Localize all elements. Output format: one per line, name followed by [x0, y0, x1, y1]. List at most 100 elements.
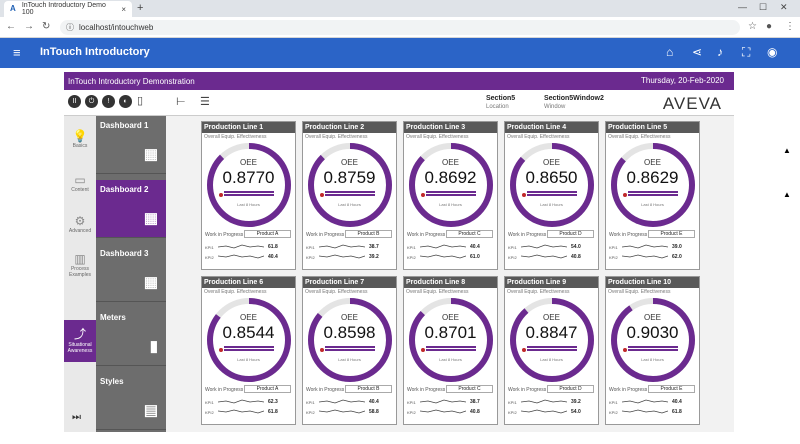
profile-icon[interactable]: ● [766, 21, 773, 32]
wip-product: Product C [446, 385, 493, 393]
forward-icon[interactable]: → [24, 21, 34, 32]
kpi1-sparkline [218, 399, 264, 404]
nav-process-examples[interactable]: ▥ Process Examples [64, 247, 96, 285]
production-line-card[interactable]: Production Line 6 Overall Equip. Effecti… [201, 276, 296, 425]
fullscreen-icon[interactable]: ⛶ [742, 45, 751, 59]
card-subtitle: Overall Equip. Effectiveness [608, 134, 671, 140]
dashboard-3-item[interactable]: Dashboard 3 ▦ [96, 244, 166, 302]
card-title: Production Line 3 [404, 122, 497, 133]
meters-item[interactable]: Meters ▮ [96, 308, 166, 366]
oee-label: OEE [240, 313, 257, 322]
kpi1-label: KPI1 [306, 245, 315, 250]
browser-menu-icon[interactable]: ⋮ [785, 21, 795, 32]
address-bar-row: ← → ↻ ⓘ localhost/intouchweb ☆ ● ⋮ [0, 17, 800, 38]
wip-label: Work in Progress [407, 387, 446, 393]
app-title: InTouch Introductory [40, 46, 150, 58]
notification-bell-icon[interactable]: ♪ [717, 45, 723, 59]
card-title: Production Line 10 [606, 277, 699, 288]
oee-gauge [409, 298, 493, 382]
trend-bars [527, 191, 577, 199]
kpi1-sparkline [622, 244, 668, 249]
styles-item[interactable]: Styles ▤ [96, 372, 166, 430]
production-line-card[interactable]: Production Line 1 Overall Equip. Effecti… [201, 121, 296, 270]
wip-label: Work in Progress [609, 232, 648, 238]
nav-basics[interactable]: 💡 Basics [64, 124, 96, 162]
close-window-button[interactable]: ✕ [780, 2, 788, 12]
kpi2-sparkline [420, 254, 466, 259]
url-text: localhost/intouchweb [79, 23, 154, 32]
close-tab-icon[interactable]: × [121, 4, 126, 14]
production-line-card[interactable]: Production Line 8 Overall Equip. Effecti… [403, 276, 498, 425]
nav-advanced[interactable]: ⚙ Advanced [64, 209, 96, 247]
oee-gauge [510, 143, 594, 227]
nav-content[interactable]: ▭ Content [64, 168, 96, 206]
window-value: Section5Window2 [544, 95, 604, 102]
url-field[interactable]: ⓘ localhost/intouchweb [60, 20, 740, 35]
info-icon[interactable]: ⓘ [66, 23, 74, 32]
alarm-icon[interactable]: ! [102, 95, 115, 108]
skip-forward-icon[interactable]: ⏭ [72, 412, 81, 423]
wip-product: Product B [345, 385, 392, 393]
brightness-icon[interactable]: ◐ [119, 95, 132, 108]
chart-icon: ⤴ [73, 327, 86, 341]
dashboard-2-item[interactable]: Dashboard 2 ▦ [96, 180, 166, 238]
maximize-window-button[interactable]: ☐ [759, 2, 768, 12]
reload-icon[interactable]: ↻ [42, 21, 51, 32]
last-8-hours-label: Last 8 Hours [540, 202, 563, 207]
card-subtitle: Overall Equip. Effectiveness [204, 134, 267, 140]
production-line-card[interactable]: Production Line 5 Overall Equip. Effecti… [605, 121, 700, 270]
styles-icon: ▤ [143, 402, 158, 419]
kpi2-label: KPI2 [609, 410, 618, 415]
account-icon[interactable]: ◉ [767, 45, 778, 59]
kpi2-label: KPI2 [306, 255, 315, 260]
dashboard-icon: ▦ [143, 274, 158, 291]
trend-bars [325, 191, 375, 199]
kpi1-label: KPI1 [205, 245, 214, 250]
production-line-card[interactable]: Production Line 9 Overall Equip. Effecti… [504, 276, 599, 425]
card-subtitle: Overall Equip. Effectiveness [608, 289, 671, 295]
bookmark-star-icon[interactable]: ☆ [748, 21, 757, 32]
card-title: Production Line 6 [202, 277, 295, 288]
trend-bars [426, 191, 476, 199]
kpi1-value: 61.8 [268, 244, 278, 250]
kpi2-label: KPI2 [306, 410, 315, 415]
dashboard-1-item[interactable]: Dashboard 1 ▦ [96, 116, 166, 174]
pause-icon[interactable]: II [68, 95, 81, 108]
wip-label: Work in Progress [508, 387, 547, 393]
hamburger-menu-icon[interactable]: ≡ [13, 45, 21, 60]
navigation-tree-icon[interactable]: ⊢ [176, 96, 186, 108]
production-line-card[interactable]: Production Line 3 Overall Equip. Effecti… [403, 121, 498, 270]
kpi1-value: 38.7 [470, 399, 480, 405]
app-header: ≡ InTouch Introductory ⌂ ⋖ ♪ ⛶ ◉ [0, 38, 800, 68]
share-icon[interactable]: ⋖ [692, 45, 703, 59]
production-line-card[interactable]: Production Line 10 Overall Equip. Effect… [605, 276, 700, 425]
tab-title: InTouch Introductory Demo 100 [21, 2, 106, 16]
wip-product: Product A [244, 230, 291, 238]
wip-product: Product D [547, 230, 594, 238]
list-icon[interactable]: ☰ [200, 96, 210, 108]
production-line-card[interactable]: Production Line 4 Overall Equip. Effecti… [504, 121, 599, 270]
production-line-card[interactable]: Production Line 2 Overall Equip. Effecti… [302, 121, 397, 270]
new-tab-button[interactable]: + [137, 2, 144, 14]
device-icon[interactable]: ▯ [137, 95, 144, 107]
back-icon[interactable]: ← [6, 21, 16, 32]
oee-gauge [308, 143, 392, 227]
window-label: Window [544, 104, 566, 110]
minimize-window-button[interactable]: — [738, 2, 747, 12]
wip-label: Work in Progress [609, 387, 648, 393]
last-8-hours-label: Last 8 Hours [540, 357, 563, 362]
production-line-card[interactable]: Production Line 7 Overall Equip. Effecti… [302, 276, 397, 425]
kpi1-value: 40.4 [470, 244, 480, 250]
kpi2-label: KPI2 [407, 410, 416, 415]
scroll-down-icon[interactable]: ▲ [783, 190, 791, 199]
wip-product: Product A [244, 385, 291, 393]
card-subtitle: Overall Equip. Effectiveness [305, 289, 368, 295]
power-icon[interactable]: ⏻ [85, 95, 98, 108]
wip-product: Product E [648, 230, 695, 238]
browser-tab[interactable]: A InTouch Introductory Demo 100 × [4, 1, 132, 17]
banner-title: InTouch Introductory Demonstration [68, 76, 195, 86]
scroll-up-icon[interactable]: ▲ [783, 146, 791, 155]
home-icon[interactable]: ⌂ [666, 45, 674, 59]
kpi2-label: KPI2 [407, 255, 416, 260]
nav-situational-awareness[interactable]: ⤴ Situational Awareness [64, 320, 96, 362]
